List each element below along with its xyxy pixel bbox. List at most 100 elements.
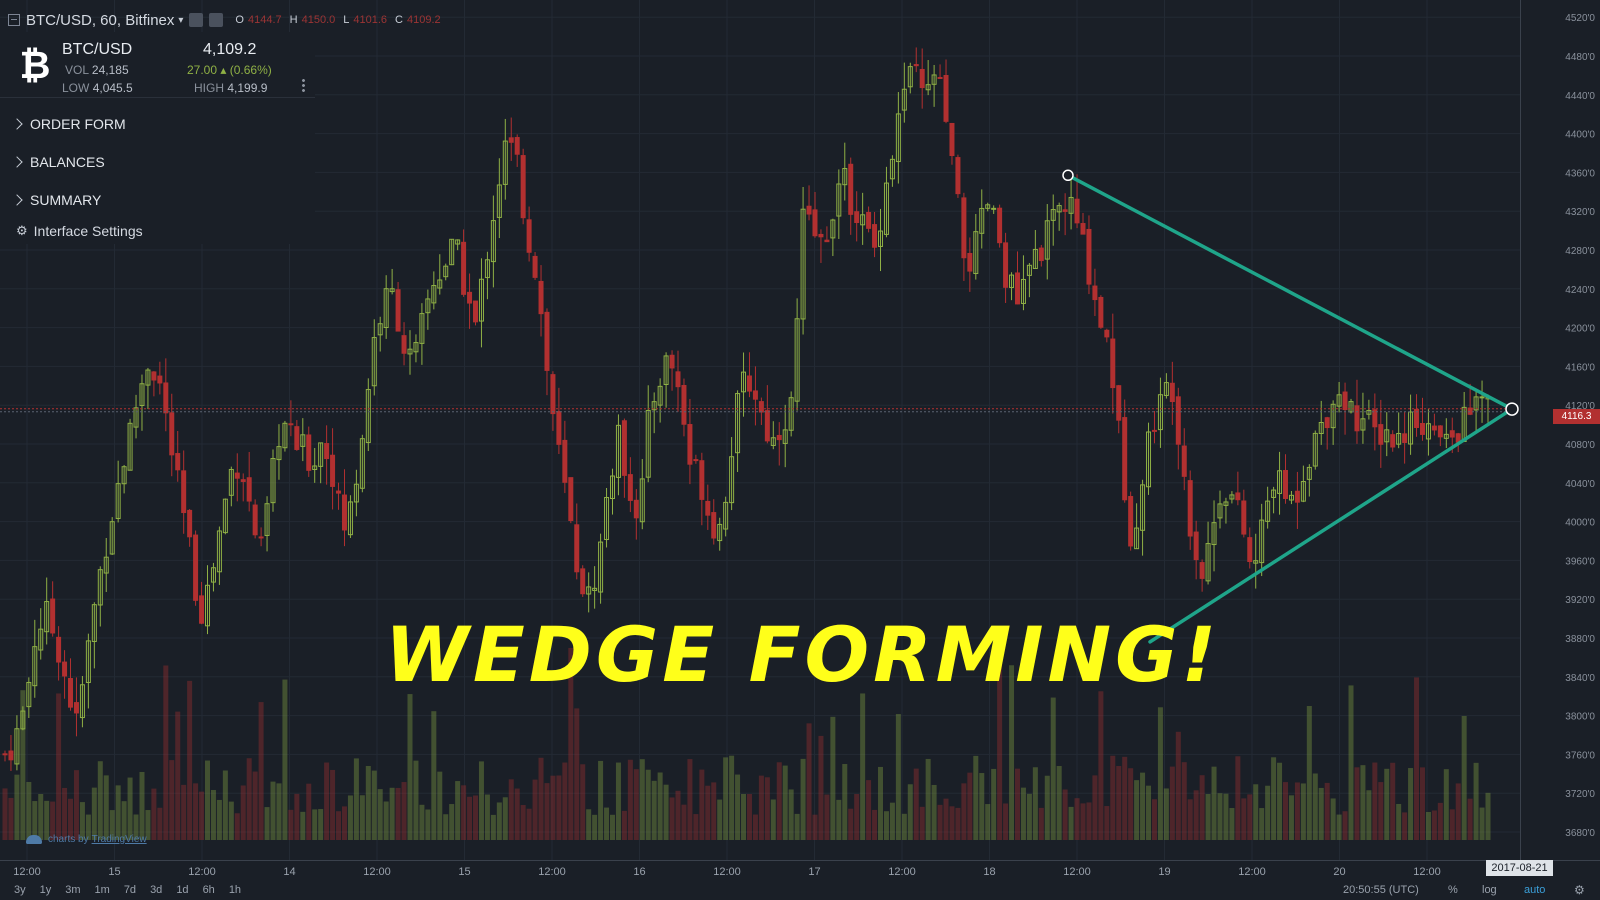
volume-bar: [56, 693, 62, 840]
timeframe-6h[interactable]: 6h: [202, 884, 215, 896]
chevron-down-icon[interactable]: ▾: [178, 14, 184, 26]
candle-body: [1294, 490, 1300, 503]
ohlc-values: O 4144.7 H 4150.0 L 4101.6 C 4109.2: [235, 14, 444, 26]
volume-bar: [717, 799, 723, 840]
volume-bar: [568, 647, 574, 840]
timeframe-1h[interactable]: 1h: [228, 884, 242, 896]
candle-body: [675, 371, 681, 388]
gear-icon[interactable]: ⚙: [1574, 883, 1585, 897]
candle-body: [842, 168, 848, 186]
volume-bar: [1300, 783, 1306, 840]
candle-body: [1223, 501, 1229, 506]
volume-bar: [264, 807, 270, 840]
candle-body: [931, 74, 937, 85]
candle-body: [723, 501, 729, 530]
volume-bar: [770, 799, 776, 840]
volume-bar: [1014, 768, 1020, 840]
volume-bar: [2, 788, 8, 840]
candle-body: [1336, 394, 1342, 407]
candle-body: [44, 601, 50, 633]
candle-body: [997, 207, 1003, 244]
candle-body: [1271, 489, 1277, 498]
order-form-toggle[interactable]: ORDER FORM: [11, 116, 126, 132]
tradingview-watermark[interactable]: charts by TradingView: [26, 834, 147, 845]
gear-icon: ⚙: [16, 223, 28, 239]
more-menu-icon[interactable]: [302, 78, 305, 93]
log-scale-toggle[interactable]: log: [1482, 884, 1497, 896]
candle-body: [1479, 396, 1485, 399]
time-axis: 12:00 15 12:00 14 12:00 15 12:00 16 12:00 17 12:00…: [13, 866, 1441, 878]
volume-bar: [109, 810, 115, 840]
candle-body: [866, 211, 872, 229]
candle-body: [330, 454, 336, 487]
ohlc-value: 4109.2: [406, 14, 441, 26]
volume-bar: [1288, 795, 1294, 840]
timeframe-3y[interactable]: 3y: [14, 884, 26, 896]
candle-body: [1354, 405, 1360, 432]
volume-bar: [20, 690, 26, 840]
candle-body: [341, 494, 347, 531]
timeframe-1y[interactable]: 1y: [39, 884, 52, 896]
high-label: HIGH: [194, 81, 224, 95]
candle-body: [663, 355, 669, 385]
ohlc-key: C: [395, 14, 403, 26]
candle-body: [199, 595, 205, 624]
volume-bar: [818, 735, 824, 840]
timeframe-list: 3y 1y 3m 1m 7d 3d 1d 6h 1h: [0, 884, 241, 896]
volume-bar: [1271, 757, 1277, 840]
candle-body: [633, 499, 639, 519]
candle-body: [1086, 228, 1092, 285]
y-tick-label: 4280'0: [1565, 246, 1595, 257]
candle-body: [62, 661, 68, 677]
settings-icon[interactable]: [189, 13, 204, 27]
candle-body: [1396, 432, 1402, 445]
interface-settings-link[interactable]: ⚙ Interface Settings: [16, 223, 143, 239]
candlesticks: [0, 47, 1520, 771]
x-tick-label: 12:00: [13, 866, 41, 878]
auto-scale-toggle[interactable]: auto: [1524, 884, 1546, 896]
candle-body: [1443, 433, 1449, 439]
candle-body: [1092, 285, 1098, 301]
volume-bar: [365, 765, 371, 840]
timeframe-1m[interactable]: 1m: [94, 884, 110, 896]
candle-body: [455, 239, 461, 245]
candle-body: [216, 530, 222, 573]
volume-bar: [97, 761, 103, 840]
timeframe-1d[interactable]: 1d: [176, 884, 189, 896]
balances-toggle[interactable]: BALANCES: [11, 154, 105, 170]
volume-bar: [675, 790, 681, 840]
candle-body: [103, 556, 109, 574]
y-tick-label: 4320'0: [1565, 207, 1595, 218]
candle-body: [1014, 272, 1020, 305]
candle-body: [735, 393, 741, 454]
volume-bar: [669, 797, 675, 840]
candle-body: [925, 84, 931, 91]
timeframe-7d[interactable]: 7d: [123, 884, 137, 896]
candle-body: [788, 397, 794, 431]
wedge-drawing[interactable]: [1062, 169, 1519, 644]
summary-toggle[interactable]: SUMMARY: [11, 192, 101, 208]
symbol-label[interactable]: BTC/USD, 60, Bitfinex: [26, 11, 175, 29]
candle-body: [699, 460, 705, 500]
watermark-brand[interactable]: TradingView: [91, 834, 147, 845]
volume-bar: [1187, 799, 1193, 840]
hide-icon[interactable]: [209, 13, 224, 27]
candle-body: [729, 456, 735, 504]
candle-body: [752, 390, 758, 400]
volume-bar: [889, 802, 895, 840]
candle-body: [1253, 560, 1259, 564]
ticker-price: 4,109.2: [203, 41, 257, 58]
timeframe-3d[interactable]: 3d: [150, 884, 163, 896]
timeframe-3m[interactable]: 3m: [65, 884, 81, 896]
collapse-icon[interactable]: [8, 14, 20, 26]
candle-body: [324, 443, 330, 460]
candle-body: [1342, 391, 1348, 411]
percent-scale-toggle[interactable]: %: [1448, 884, 1458, 896]
volume-bar: [68, 798, 74, 840]
volume-bar: [931, 784, 937, 840]
candle-body: [443, 265, 449, 278]
volume-bar: [8, 797, 14, 840]
volume-bar: [377, 789, 383, 840]
watermark-prefix: charts by: [48, 834, 89, 845]
volume-bar: [502, 797, 508, 840]
